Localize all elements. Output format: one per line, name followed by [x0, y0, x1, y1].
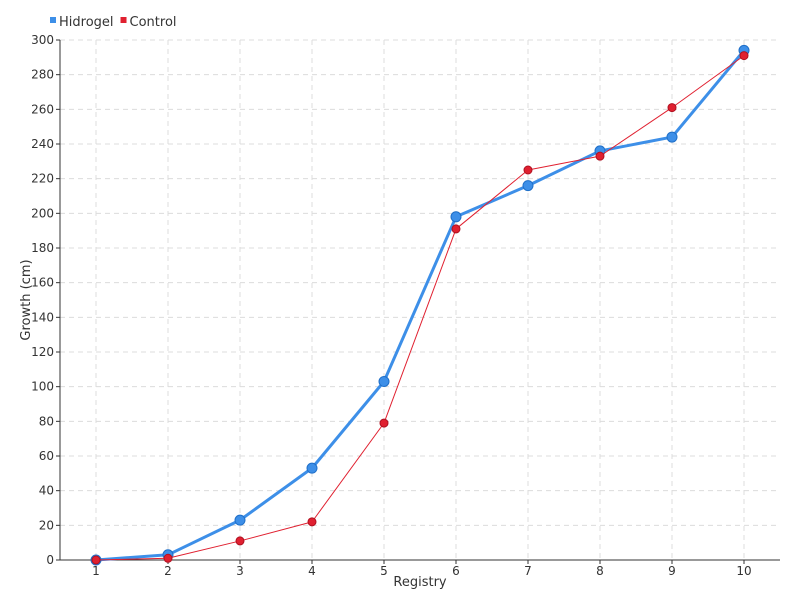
y-tick-label: 220 [31, 172, 54, 186]
series-control [91, 51, 749, 565]
x-tick-labels: 1 2 3 4 5 6 7 8 9 10 [92, 560, 752, 578]
legend-label: Hidrogel [59, 15, 114, 30]
legend-item-control: Control [120, 15, 177, 30]
y-tick-label: 300 [31, 33, 54, 47]
data-point-control [307, 517, 317, 527]
data-point-hidrogel [666, 131, 678, 143]
legend-item-hidrogel: Hidrogel [50, 15, 114, 30]
y-tick-label: 0 [46, 553, 54, 567]
y-tick-label: 180 [31, 241, 54, 255]
x-tick-label: 6 [452, 564, 460, 578]
data-point-hidrogel [306, 462, 318, 474]
x-tick-label: 5 [380, 564, 388, 578]
y-axis-title: Growth (cm) [19, 259, 34, 340]
data-point-control [379, 418, 389, 428]
y-tick-label: 160 [31, 276, 54, 290]
x-tick-label: 1 [92, 564, 100, 578]
data-point-hidrogel [234, 514, 246, 526]
legend: Hidrogel Control [50, 15, 177, 30]
data-point-control [523, 165, 533, 175]
y-tick-label: 40 [39, 484, 54, 498]
x-tick-label: 4 [308, 564, 316, 578]
data-point-control [667, 103, 677, 113]
legend-swatch [50, 17, 56, 23]
legend-label: Control [130, 15, 177, 30]
x-tick-label: 9 [668, 564, 676, 578]
x-axis-title: Registry [393, 575, 447, 590]
series-hidrogel [90, 44, 750, 566]
y-tick-label: 200 [31, 206, 54, 220]
series-line-hidrogel [95, 49, 746, 562]
data-point-control [739, 51, 749, 61]
y-tick-label: 100 [31, 380, 54, 394]
y-tick-label: 60 [39, 449, 54, 463]
y-tick-label: 120 [31, 345, 54, 359]
x-tick-label: 8 [596, 564, 604, 578]
data-point-control [91, 555, 101, 565]
data-point-hidrogel [378, 375, 390, 387]
x-tick-label: 10 [736, 564, 751, 578]
y-tick-label: 140 [31, 310, 54, 324]
data-point-control [451, 224, 461, 234]
y-tick-label: 80 [39, 414, 54, 428]
y-tick-label: 260 [31, 102, 54, 116]
data-point-hidrogel [522, 180, 534, 192]
y-tick-label: 240 [31, 137, 54, 151]
y-tick-labels: 0 20 40 60 80 100 120 140 160 180 200 220 240 260 280 3… [31, 33, 60, 567]
legend-swatch [120, 17, 127, 23]
series-line-control [95, 55, 745, 561]
series-layer [90, 44, 750, 566]
data-point-control [163, 553, 173, 563]
data-point-hidrogel [450, 211, 462, 223]
data-point-control [235, 536, 245, 546]
axes [59, 40, 780, 561]
x-tick-label: 3 [236, 564, 244, 578]
data-point-control [595, 151, 605, 161]
x-tick-label: 7 [524, 564, 532, 578]
y-tick-label: 280 [31, 68, 54, 82]
x-tick-label: 2 [164, 564, 172, 578]
y-tick-label: 20 [39, 518, 54, 532]
